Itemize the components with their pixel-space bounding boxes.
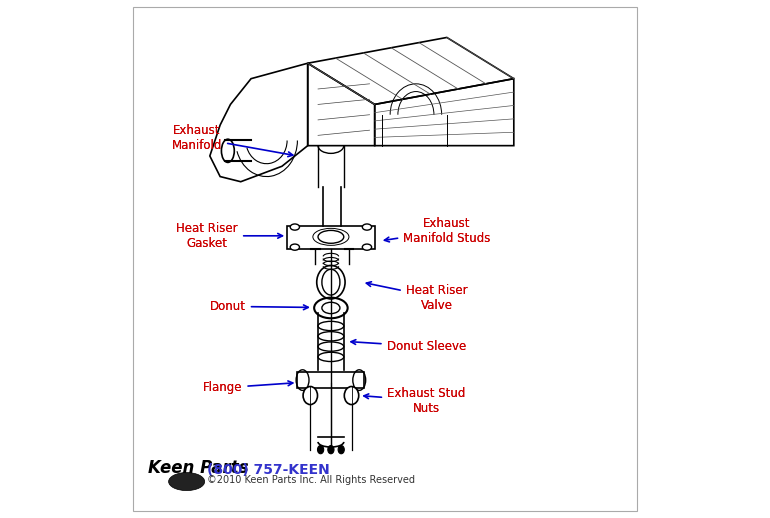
Ellipse shape (328, 445, 334, 454)
Text: Exhaust Stud
Nuts: Exhaust Stud Nuts (387, 386, 465, 415)
Text: Flange: Flange (203, 381, 243, 394)
Text: Heat Riser
Valve: Heat Riser Valve (367, 282, 467, 312)
Ellipse shape (317, 445, 323, 454)
Text: Heat Riser
Gasket: Heat Riser Gasket (176, 222, 283, 250)
Text: (800) 757-KEEN: (800) 757-KEEN (207, 464, 330, 478)
Ellipse shape (363, 224, 372, 230)
Text: Flange: Flange (203, 381, 293, 394)
Text: ©2010 Keen Parts Inc. All Rights Reserved: ©2010 Keen Parts Inc. All Rights Reserve… (207, 475, 415, 485)
Text: Keen Parts: Keen Parts (148, 459, 249, 477)
Ellipse shape (169, 472, 205, 491)
Text: Donut Sleeve: Donut Sleeve (351, 340, 466, 353)
Text: Heat Riser
Valve: Heat Riser Valve (406, 284, 467, 312)
Text: Exhaust
Manifold Studs: Exhaust Manifold Studs (384, 217, 490, 244)
Text: Donut: Donut (210, 300, 246, 313)
Ellipse shape (303, 386, 317, 405)
Text: Exhaust
Manifold: Exhaust Manifold (172, 124, 222, 152)
Ellipse shape (363, 244, 372, 250)
Ellipse shape (290, 224, 300, 230)
Ellipse shape (344, 386, 359, 405)
Text: Donut: Donut (210, 300, 308, 313)
Text: Exhaust
Manifold: Exhaust Manifold (172, 124, 293, 156)
Ellipse shape (338, 445, 344, 454)
Ellipse shape (290, 244, 300, 250)
Text: Donut Sleeve: Donut Sleeve (387, 340, 466, 353)
Text: Heat Riser
Gasket: Heat Riser Gasket (176, 222, 238, 250)
Text: Exhaust Stud
Nuts: Exhaust Stud Nuts (364, 386, 465, 415)
Text: Exhaust
Manifold Studs: Exhaust Manifold Studs (403, 217, 490, 244)
